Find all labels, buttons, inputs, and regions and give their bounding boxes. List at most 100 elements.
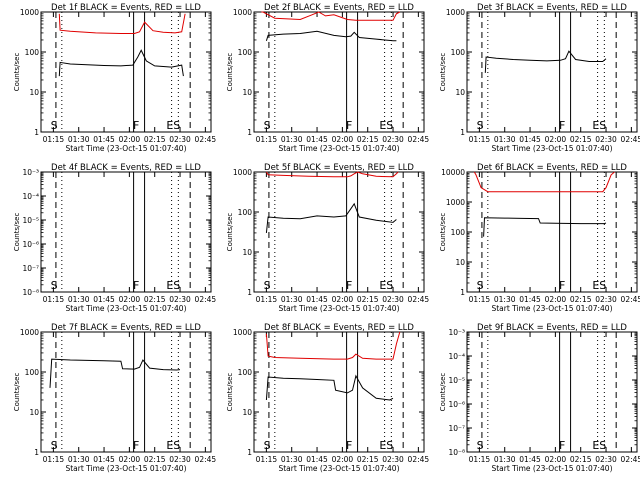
marker-s: S (477, 439, 484, 452)
y-tick-label: 10 (455, 88, 465, 97)
y-tick-label: 1 (460, 128, 465, 137)
x-tick-label: 02:00 (332, 135, 354, 144)
x-tick-label: 01:30 (281, 455, 303, 464)
y-tick-label: 10⁻⁷ (22, 264, 39, 273)
chart-title: Det 7f BLACK = Events, RED = LLD (51, 323, 201, 333)
chart-title: Det 4f BLACK = Events, RED = LLD (51, 163, 201, 173)
y-tick-label: 1 (34, 128, 39, 137)
x-tick-label: 01:30 (494, 295, 516, 304)
x-tick-label: 01:15 (469, 455, 491, 464)
x-tick-label: 02:15 (357, 135, 379, 144)
marker-f: F (559, 279, 565, 292)
lld-series-line (58, 13, 186, 34)
x-tick-label: 02:30 (595, 135, 617, 144)
x-tick-label: 01:30 (281, 135, 303, 144)
x-tick-label: 01:15 (469, 135, 491, 144)
marker-es: ES (379, 119, 393, 132)
marker-es: ES (592, 279, 606, 292)
chart-panel-5: Det 5f BLACK = Events, RED = LLD 1 10 100 10… (226, 163, 429, 313)
chart-panel-8: Det 8f BLACK = Events, RED = LLD 1 10 100 10… (226, 323, 429, 473)
x-tick-label: 02:15 (570, 295, 592, 304)
x-tick-label: 02:30 (382, 455, 404, 464)
y-tick-label: 100 (238, 208, 253, 217)
y-tick-label: 1000 (20, 328, 39, 337)
marker-es: ES (166, 439, 180, 452)
y-axis-label: Counts/sec (226, 53, 234, 92)
x-axis-label: Start Time (23-Oct-15 01:07:40) (278, 144, 399, 153)
plot-frame (466, 11, 638, 133)
y-tick-label: 10⁻⁸ (448, 448, 465, 457)
x-tick-label: 01:30 (68, 135, 90, 144)
y-tick-label: 10 (29, 408, 39, 417)
events-series-line (265, 202, 397, 233)
events-series-line (49, 358, 181, 388)
lld-series-line (473, 171, 615, 193)
x-tick-label: 01:45 (93, 295, 115, 304)
y-tick-label: 1 (34, 448, 39, 457)
marker-f: F (346, 439, 352, 452)
x-tick-label: 02:45 (195, 135, 217, 144)
y-axis-label: Counts/sec (226, 213, 234, 252)
marker-f: F (133, 439, 139, 452)
x-tick-label: 02:30 (382, 295, 404, 304)
marker-f: F (559, 439, 565, 452)
y-tick-label: 1 (247, 288, 252, 297)
marker-es: ES (379, 439, 393, 452)
marker-s: S (51, 119, 58, 132)
marker-s: S (264, 279, 271, 292)
x-tick-label: 02:00 (545, 455, 567, 464)
marker-s: S (477, 279, 484, 292)
chart-title: Det 1f BLACK = Events, RED = LLD (51, 3, 201, 13)
chart-title: Det 9f BLACK = Events, RED = LLD (477, 323, 627, 333)
events-series-line (484, 50, 607, 73)
y-tick-label: 10⁻⁴ (22, 192, 39, 201)
chart-panel-4: Det 4f BLACK = Events, RED = LLD 10⁻⁸ 10⁻⁷… (13, 163, 216, 313)
y-tick-label: 10⁻³ (22, 168, 39, 177)
plot-frame (253, 171, 425, 293)
chart-title: Det 5f BLACK = Events, RED = LLD (264, 163, 414, 173)
x-axis-label: Start Time (23-Oct-15 01:07:40) (491, 304, 612, 313)
y-tick-label: 10⁻⁵ (448, 376, 465, 385)
x-tick-label: 02:00 (545, 135, 567, 144)
y-tick-label: 10⁻⁶ (22, 240, 39, 249)
marker-f: F (133, 119, 139, 132)
y-axis-label: Counts/sec (439, 53, 447, 92)
x-tick-label: 02:15 (144, 135, 166, 144)
x-tick-label: 02:00 (119, 135, 141, 144)
x-tick-label: 01:45 (306, 295, 328, 304)
marker-es: ES (379, 279, 393, 292)
chart-panel-6: Det 6f BLACK = Events, RED = LLD 1 10 100 10… (439, 163, 640, 313)
y-tick-label: 10⁻³ (448, 328, 465, 337)
x-tick-label: 01:30 (68, 455, 90, 464)
plot-frame (253, 11, 425, 133)
y-tick-label: 100 (451, 228, 466, 237)
x-tick-label: 02:45 (195, 295, 217, 304)
x-tick-label: 02:15 (357, 295, 379, 304)
x-tick-label: 02:30 (382, 135, 404, 144)
x-tick-label: 02:45 (621, 455, 640, 464)
x-tick-label: 02:30 (169, 135, 191, 144)
y-tick-label: 100 (25, 48, 40, 57)
y-tick-label: 10000 (441, 168, 465, 177)
x-tick-label: 02:15 (144, 455, 166, 464)
y-tick-label: 10⁻⁸ (22, 288, 39, 297)
y-axis-label: Counts/sec (226, 373, 234, 412)
y-axis-label: Counts/sec (439, 373, 447, 412)
x-tick-label: 02:30 (595, 455, 617, 464)
y-axis-label: Counts/sec (13, 53, 21, 92)
x-tick-label: 02:45 (408, 135, 430, 144)
marker-f: F (559, 119, 565, 132)
marker-s: S (264, 119, 271, 132)
x-tick-label: 02:00 (545, 295, 567, 304)
marker-es: ES (592, 119, 606, 132)
chart-title: Det 6f BLACK = Events, RED = LLD (477, 163, 627, 173)
events-series-line (265, 374, 394, 401)
x-tick-label: 02:45 (621, 295, 640, 304)
x-tick-label: 02:45 (408, 295, 430, 304)
lld-series-line (265, 171, 399, 178)
plot-frame (40, 331, 212, 453)
x-tick-label: 01:15 (43, 295, 65, 304)
x-tick-label: 02:00 (332, 295, 354, 304)
lld-series-line (261, 11, 401, 21)
